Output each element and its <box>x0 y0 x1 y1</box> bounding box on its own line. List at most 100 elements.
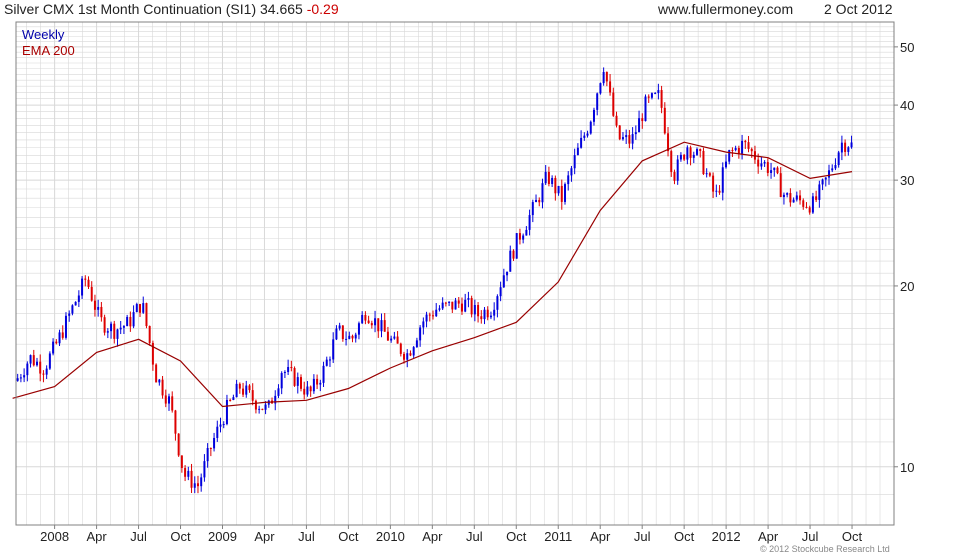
candle-body <box>773 167 776 171</box>
candle-body <box>705 173 708 175</box>
candle-body <box>496 296 499 310</box>
x-tick-label: Apr <box>86 529 107 544</box>
candle-body <box>209 448 212 450</box>
candle-body <box>515 233 518 259</box>
candle-body <box>39 361 42 374</box>
y-tick-label: 50 <box>900 40 914 55</box>
candle-body <box>200 477 203 487</box>
candle-body <box>351 335 354 339</box>
candle-body <box>348 335 351 339</box>
x-tick-label: Oct <box>674 529 695 544</box>
candle-body <box>509 250 512 272</box>
candle-body <box>760 163 763 167</box>
candle-body <box>789 193 792 203</box>
candle-body <box>300 377 303 389</box>
candle-body <box>544 171 547 184</box>
candle-body <box>644 96 647 122</box>
candle-body <box>850 142 853 148</box>
candle-body <box>650 93 653 98</box>
x-tick-label: 2009 <box>208 529 237 544</box>
candle-body <box>119 327 122 330</box>
candle-body <box>293 368 296 386</box>
candle-body <box>110 323 113 332</box>
candle-body <box>93 300 96 310</box>
candle-body <box>599 83 602 94</box>
candle-body <box>715 190 718 192</box>
candle-body <box>341 325 344 340</box>
candle-body <box>731 149 734 151</box>
candle-body <box>683 154 686 160</box>
x-tick-label: Jul <box>466 529 483 544</box>
candle-body <box>712 175 715 192</box>
candle-body <box>116 329 119 339</box>
candle-body <box>776 167 779 174</box>
candle-body <box>844 142 847 152</box>
candle-body <box>71 305 74 314</box>
candle-body <box>815 196 818 200</box>
candle-body <box>834 165 837 169</box>
x-tick-label: 2012 <box>712 529 741 544</box>
candle-body <box>283 372 286 374</box>
candle-body <box>100 306 103 318</box>
candle-body <box>554 177 557 194</box>
candle-body <box>779 173 782 198</box>
candle-body <box>196 483 199 487</box>
chart-header: Silver CMX 1st Month Continuation (SI1) … <box>0 0 980 20</box>
candle-body <box>155 364 158 383</box>
x-tick-label: 2011 <box>544 529 572 544</box>
candle-body <box>451 301 454 310</box>
candle-body <box>409 353 412 356</box>
candle-body <box>393 336 396 339</box>
candle-body <box>609 81 612 93</box>
candle-body <box>557 185 560 194</box>
candle-body <box>106 331 109 333</box>
candle-body <box>203 461 206 478</box>
x-tick-label: Apr <box>758 529 779 544</box>
candle-body <box>374 318 377 326</box>
candle-body <box>438 308 441 310</box>
candle-body <box>641 118 644 122</box>
candle-body <box>696 149 699 155</box>
x-tick-label: Apr <box>422 529 443 544</box>
candle-body <box>367 320 370 324</box>
candle-body <box>541 183 544 203</box>
candle-body <box>692 154 695 158</box>
candle-body <box>399 343 402 354</box>
candle-body <box>750 148 753 152</box>
candle-body <box>799 195 802 201</box>
candle-body <box>81 278 84 296</box>
candle-body <box>370 323 373 326</box>
candle-body <box>45 368 48 375</box>
candle-body <box>26 363 29 376</box>
candle-body <box>386 331 389 341</box>
candle-body <box>428 314 431 316</box>
candle-body <box>396 336 399 344</box>
candle-body <box>625 135 628 138</box>
candle-body <box>660 90 663 108</box>
candle-body <box>676 159 679 181</box>
candle-body <box>35 361 38 366</box>
candle-body <box>145 303 148 327</box>
candle-body <box>74 301 77 306</box>
candle-body <box>686 147 689 160</box>
candle-body <box>763 162 766 164</box>
candle-body <box>164 395 167 404</box>
candle-body <box>187 470 190 477</box>
candle-body <box>547 171 550 184</box>
candle-body <box>412 347 415 356</box>
candle-body <box>77 295 80 302</box>
plot-frame <box>15 21 895 526</box>
candle-body <box>48 353 51 369</box>
candle-body <box>708 173 711 176</box>
candle-body <box>670 151 673 173</box>
candle-body <box>605 71 608 82</box>
candle-body <box>621 137 624 140</box>
candle-body <box>328 359 331 361</box>
candle-body <box>802 200 805 207</box>
candle-body <box>354 334 357 339</box>
candle-body <box>673 172 676 181</box>
candle-body <box>654 93 657 95</box>
legend-ema: EMA 200 <box>22 43 75 58</box>
candle-body <box>470 298 473 315</box>
candle-body <box>258 408 261 410</box>
